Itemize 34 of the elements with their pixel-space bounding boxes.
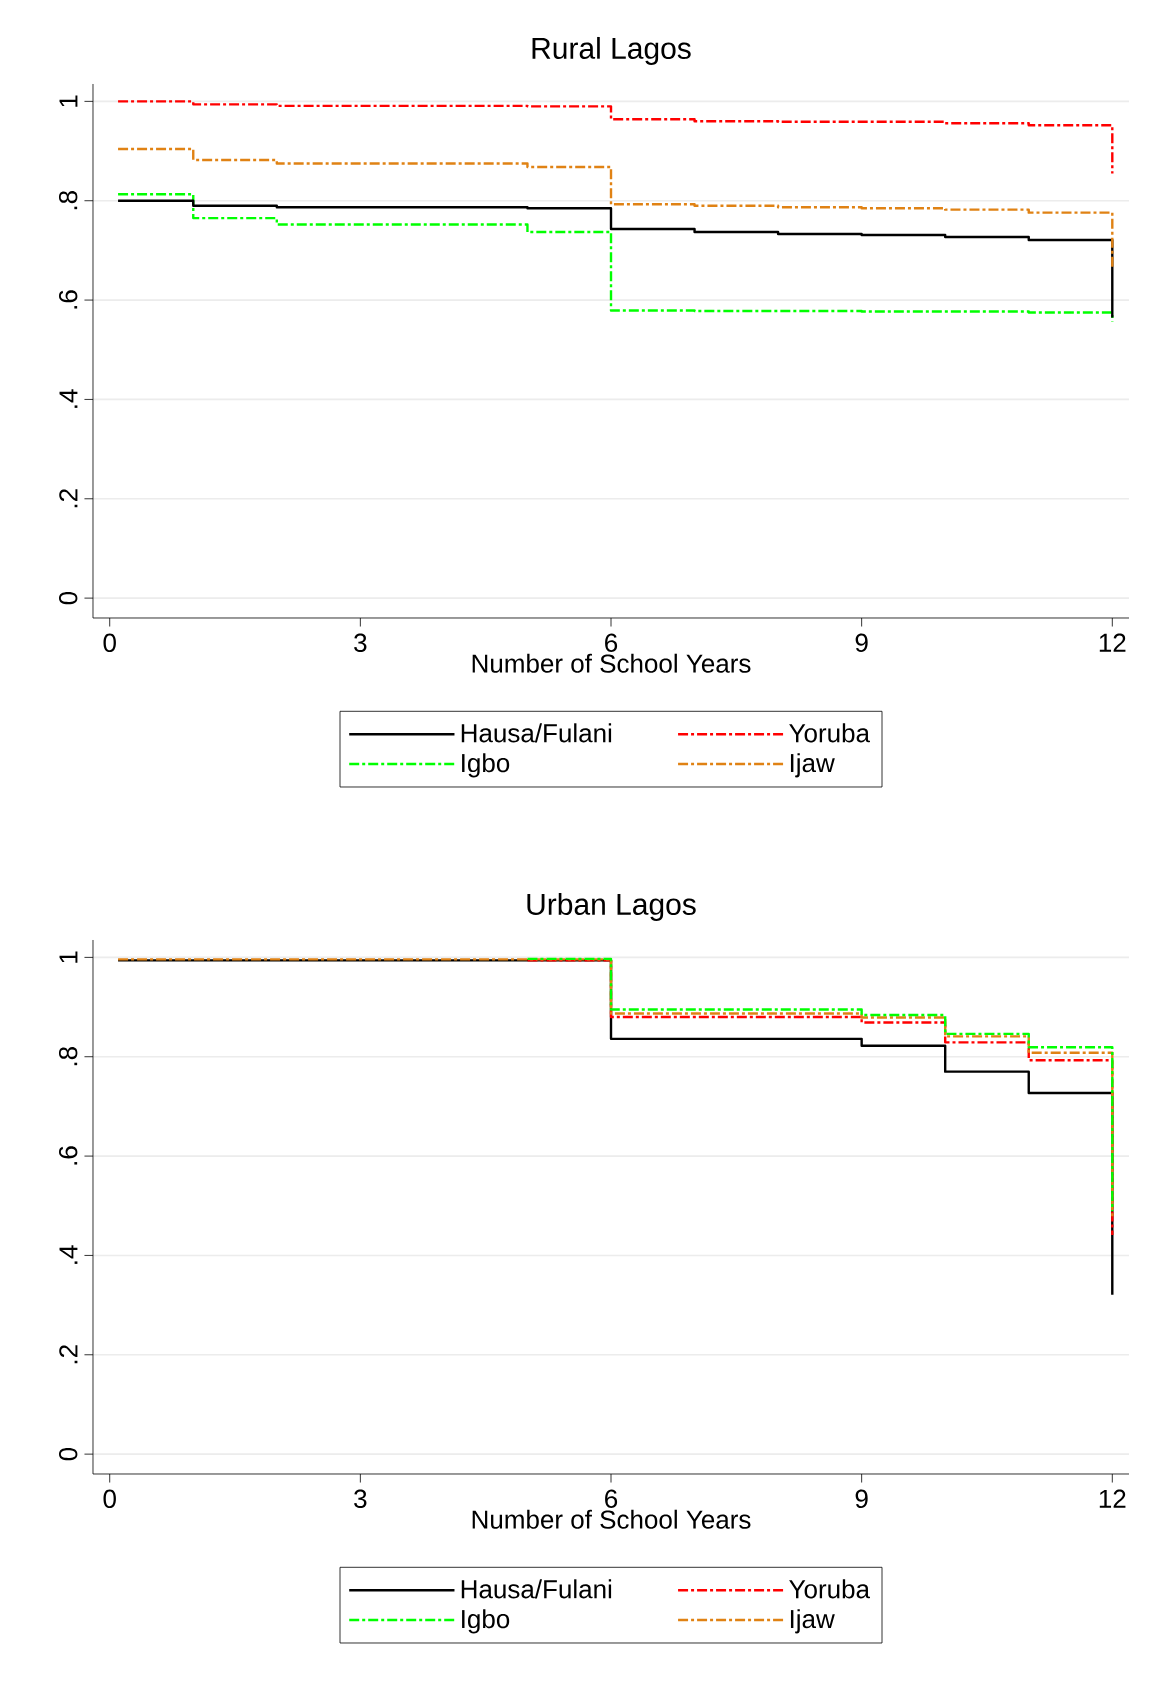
legend-label: Yoruba [789,1579,870,1599]
x-tick-label: 12 [1099,1489,1126,1508]
chart-title: Urban Lagos [527,892,696,921]
chart-title: Rural Lagos [532,36,691,65]
y-tick-label: 0 [58,591,78,605]
x-tick-label: 6 [605,1489,618,1509]
legend-label: Ijaw [790,753,835,778]
y-tick-label: 1 [59,95,78,107]
y-tick-label: 1 [59,951,78,963]
y-tick-label: .6 [58,290,78,309]
x-tick-label: 12 [1099,633,1126,652]
y-tick-label: .2 [59,1345,78,1364]
legend-label: Hausa/Fulani [461,723,612,743]
x-axis-title: Number of School Years [472,653,751,673]
legend-label: Ijaw [790,1609,835,1634]
x-tick-label: 9 [855,633,868,652]
y-tick-label: .2 [59,489,78,508]
x-tick-label: 3 [354,1489,367,1509]
y-tick-label: 0 [58,1447,78,1461]
legend-label: Hausa/Fulani [461,1579,612,1599]
legend-label: Yoruba [789,723,870,743]
x-axis-title: Number of School Years [472,1509,751,1529]
x-tick-label: 0 [103,1489,116,1509]
y-tick-label: .4 [59,1245,78,1264]
x-tick-label: 3 [354,633,367,652]
y-tick-label: .8 [58,1047,78,1066]
x-tick-label: 9 [855,1489,868,1509]
x-tick-label: 6 [605,633,618,652]
y-tick-label: .8 [58,191,78,210]
y-tick-label: .6 [58,1146,78,1165]
legend-label: Igbo [462,1609,510,1634]
legend-label: Igbo [462,753,510,778]
y-tick-label: .4 [59,389,78,408]
x-tick-label: 0 [103,633,116,652]
